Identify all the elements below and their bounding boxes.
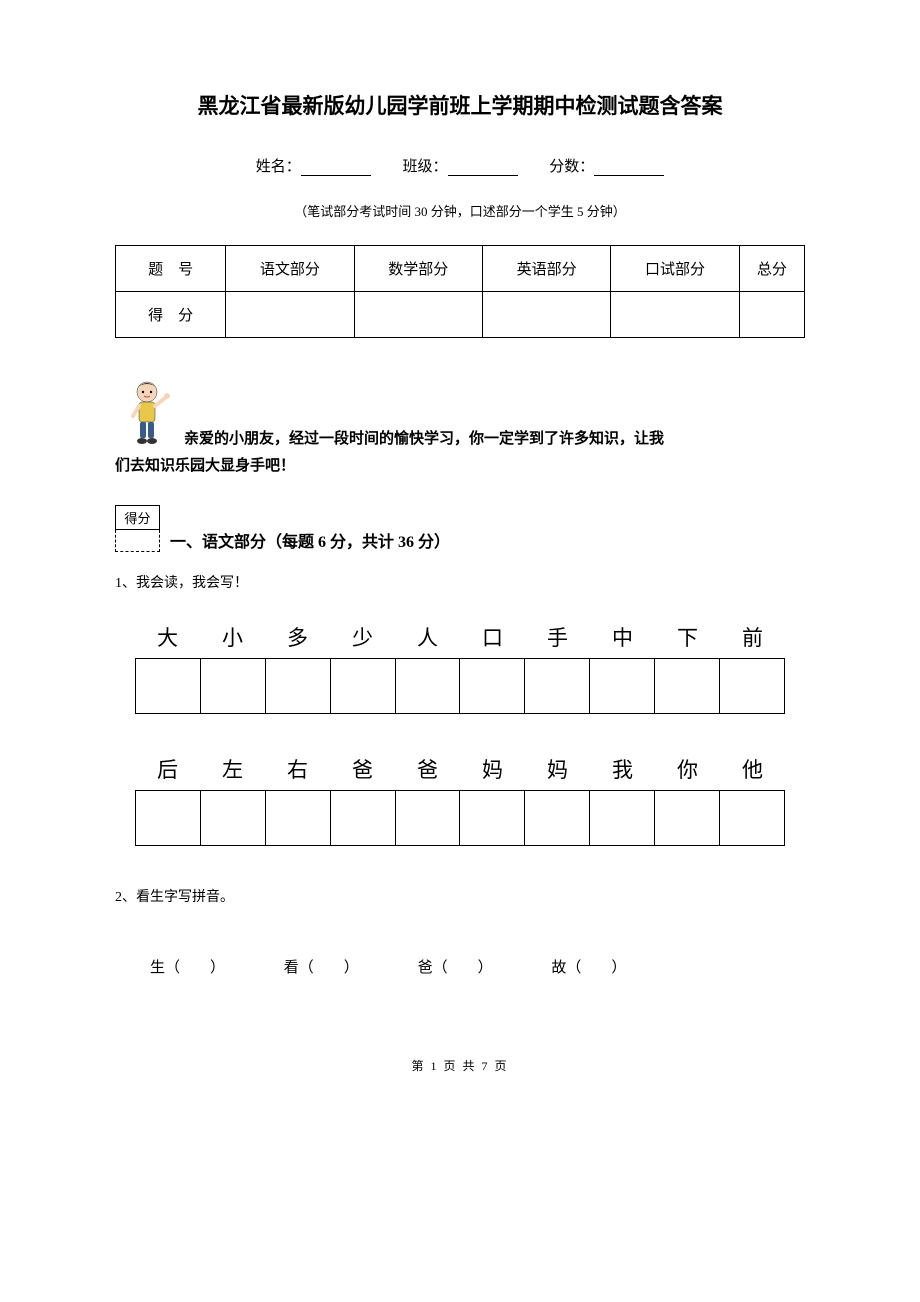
score-box-blank (115, 530, 160, 552)
char-cell: 手 (525, 622, 590, 652)
exam-note: （笔试部分考试时间 30 分钟，口述部分一个学生 5 分钟） (115, 201, 805, 220)
score-cell (739, 292, 804, 338)
char-cell: 妈 (525, 754, 590, 784)
char-cell: 少 (330, 622, 395, 652)
name-blank (301, 160, 371, 176)
score-blank (594, 160, 664, 176)
char-table-2: 后 左 右 爸 爸 妈 妈 我 你 他 (135, 754, 785, 846)
score-cell (226, 292, 354, 338)
char-cell: 爸 (330, 754, 395, 784)
char-cell: 我 (590, 754, 655, 784)
section-score-wrap: 得分 一、语文部分（每题 6 分，共计 36 分） (115, 505, 805, 552)
header-label-cell: 题 号 (116, 246, 226, 292)
char-cell: 妈 (460, 754, 525, 784)
char-cell: 后 (135, 754, 200, 784)
char-row-2: 后 左 右 爸 爸 妈 妈 我 你 他 (135, 754, 785, 784)
col-yingyu: 英语部分 (482, 246, 610, 292)
class-blank (448, 160, 518, 176)
char-cell: 左 (200, 754, 265, 784)
section1-heading: 一、语文部分（每题 6 分，共计 36 分） (170, 528, 450, 552)
info-line: 姓名： 班级： 分数： (115, 155, 805, 176)
score-cell (482, 292, 610, 338)
boy-icon (125, 378, 180, 453)
pinyin-line: 生（ ） 看（ ） 爸（ ） 故（ ） (150, 956, 805, 977)
question-1: 1、我会读，我会写！ (115, 572, 805, 592)
score-table: 题 号 语文部分 数学部分 英语部分 口试部分 总分 得 分 (115, 245, 805, 338)
score-table-score-row: 得 分 (116, 292, 805, 338)
char-table-1: 大 小 多 少 人 口 手 中 下 前 (135, 622, 785, 714)
char-cell: 大 (135, 622, 200, 652)
char-cell: 前 (720, 622, 785, 652)
char-cell: 爸 (395, 754, 460, 784)
pinyin-item: 爸（ ） (418, 960, 493, 976)
col-shuxue: 数学部分 (354, 246, 482, 292)
char-cell: 口 (460, 622, 525, 652)
name-label: 姓名： (256, 159, 301, 175)
score-table-header-row: 题 号 语文部分 数学部分 英语部分 口试部分 总分 (116, 246, 805, 292)
score-cell (354, 292, 482, 338)
char-cell: 中 (590, 622, 655, 652)
class-label: 班级： (402, 159, 447, 175)
score-label: 分数： (549, 159, 594, 175)
intro-line1: 亲爱的小朋友，经过一段时间的愉快学习，你一定学到了许多知识，让我 (184, 431, 664, 447)
char-cell: 你 (655, 754, 720, 784)
char-cell: 小 (200, 622, 265, 652)
intro-line2: 们去知识乐园大显身手吧！ (115, 453, 805, 480)
page-footer: 第 1 页 共 7 页 (115, 1057, 805, 1074)
pinyin-item: 故（ ） (551, 960, 626, 976)
char-cell: 右 (265, 754, 330, 784)
pinyin-item: 看（ ） (284, 960, 359, 976)
char-cell: 人 (395, 622, 460, 652)
score-cell (611, 292, 739, 338)
char-cell: 下 (655, 622, 720, 652)
question-2: 2、看生字写拼音。 (115, 886, 805, 906)
write-table-1 (135, 658, 785, 714)
col-total: 总分 (739, 246, 804, 292)
pinyin-item: 生（ ） (150, 960, 225, 976)
char-cell: 他 (720, 754, 785, 784)
score-box-label: 得分 (115, 505, 160, 530)
char-row-1: 大 小 多 少 人 口 手 中 下 前 (135, 622, 785, 652)
section-score-box: 得分 (115, 505, 160, 552)
col-koushi: 口试部分 (611, 246, 739, 292)
write-table-2 (135, 790, 785, 846)
char-cell: 多 (265, 622, 330, 652)
score-row-label: 得 分 (116, 292, 226, 338)
col-yuwen: 语文部分 (226, 246, 354, 292)
intro-block: 亲爱的小朋友，经过一段时间的愉快学习，你一定学到了许多知识，让我 们去知识乐园大… (115, 378, 805, 480)
page-title: 黑龙江省最新版幼儿园学前班上学期期中检测试题含答案 (115, 90, 805, 120)
